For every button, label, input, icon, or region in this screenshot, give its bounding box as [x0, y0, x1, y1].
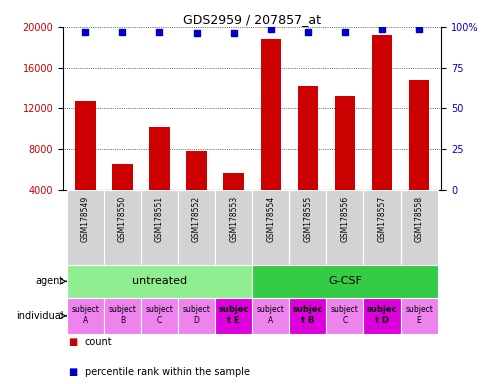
Text: GSM178551: GSM178551 — [155, 196, 164, 242]
Text: ■: ■ — [68, 367, 77, 377]
Bar — [67, 265, 252, 298]
Bar — [67, 298, 104, 334]
Bar — [252, 298, 288, 334]
Bar — [408, 80, 428, 190]
Bar — [334, 96, 354, 190]
Text: subject
D: subject D — [182, 305, 210, 325]
Text: GSM178550: GSM178550 — [118, 196, 127, 242]
Bar — [178, 298, 215, 334]
Text: GSM178556: GSM178556 — [340, 196, 348, 242]
Bar — [104, 298, 141, 334]
Text: GSM178558: GSM178558 — [414, 196, 423, 242]
Bar — [400, 298, 437, 334]
Point — [192, 30, 200, 36]
Bar — [326, 190, 363, 265]
Text: GSM178554: GSM178554 — [266, 196, 275, 242]
Text: GSM178553: GSM178553 — [228, 196, 238, 242]
Text: subject
A: subject A — [256, 305, 284, 325]
Text: subjec
t B: subjec t B — [292, 305, 322, 325]
Bar — [297, 86, 318, 190]
Bar — [400, 190, 437, 265]
Text: subject
A: subject A — [71, 305, 99, 325]
Bar — [371, 35, 392, 190]
Bar — [149, 127, 169, 190]
Text: ■: ■ — [68, 337, 77, 347]
Text: subject
C: subject C — [330, 305, 358, 325]
Bar — [252, 265, 437, 298]
Point — [155, 29, 163, 35]
Title: GDS2959 / 207857_at: GDS2959 / 207857_at — [183, 13, 320, 26]
Bar — [326, 298, 363, 334]
Text: GSM178552: GSM178552 — [192, 196, 201, 242]
Text: GSM178555: GSM178555 — [302, 196, 312, 242]
Bar — [260, 39, 280, 190]
Text: GSM178549: GSM178549 — [81, 196, 90, 242]
Text: agent: agent — [35, 276, 64, 286]
Point — [340, 29, 348, 35]
Bar — [288, 190, 326, 265]
Point — [81, 29, 89, 35]
Bar — [141, 298, 178, 334]
Text: GSM178557: GSM178557 — [377, 196, 386, 242]
Bar — [75, 101, 95, 190]
Bar — [288, 298, 326, 334]
Bar — [67, 190, 104, 265]
Text: individual: individual — [16, 311, 64, 321]
Bar — [104, 190, 141, 265]
Text: G-CSF: G-CSF — [327, 276, 361, 286]
Point — [378, 25, 385, 31]
Bar — [141, 190, 178, 265]
Point — [229, 30, 237, 36]
Point — [266, 25, 274, 31]
Bar — [363, 298, 400, 334]
Point — [118, 29, 126, 35]
Point — [414, 25, 422, 31]
Text: subject
C: subject C — [145, 305, 173, 325]
Point — [303, 29, 311, 35]
Bar — [363, 190, 400, 265]
Text: subject
B: subject B — [108, 305, 136, 325]
Bar — [186, 151, 206, 190]
Text: untreated: untreated — [132, 276, 187, 286]
Text: count: count — [85, 337, 112, 347]
Text: subject
E: subject E — [404, 305, 432, 325]
Bar — [178, 190, 215, 265]
Bar — [215, 190, 252, 265]
Bar — [252, 190, 288, 265]
Bar — [215, 298, 252, 334]
Bar — [112, 164, 132, 190]
Text: percentile rank within the sample: percentile rank within the sample — [85, 367, 249, 377]
Text: subjec
t D: subjec t D — [366, 305, 396, 325]
Bar — [223, 173, 243, 190]
Text: subjec
t E: subjec t E — [218, 305, 248, 325]
